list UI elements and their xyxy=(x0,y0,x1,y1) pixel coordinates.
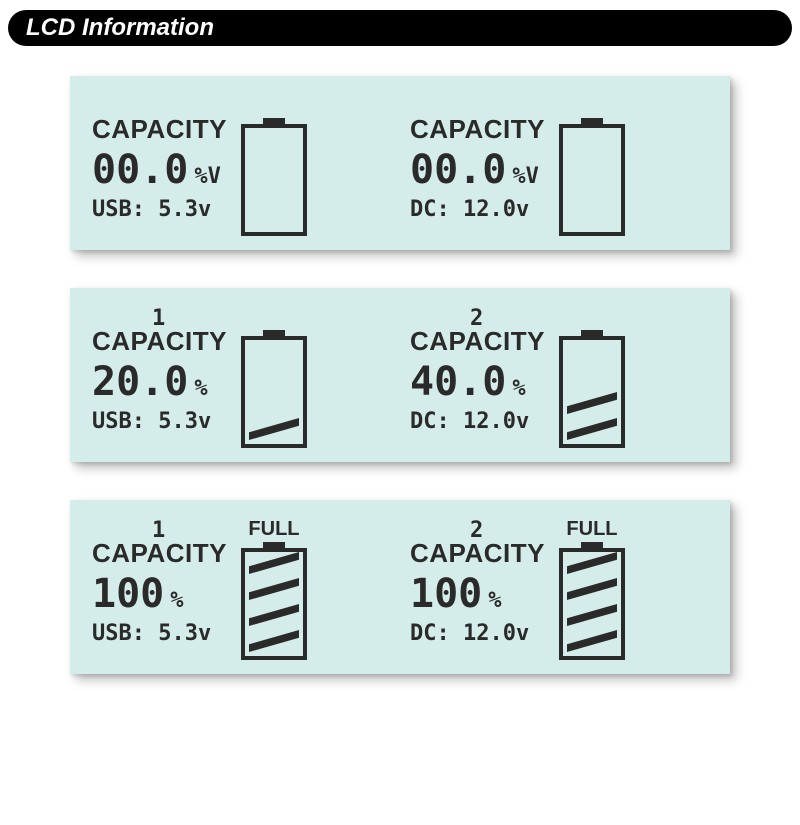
source-label: USB: xyxy=(92,409,145,434)
capacity-value: 100 xyxy=(410,571,482,617)
source-row: USB: 5.3v xyxy=(92,409,227,434)
capacity-label: CAPACITY xyxy=(92,326,227,357)
lcd-cell-right: 2 CAPACITY 40.0 % DC: 12.0v xyxy=(410,306,708,448)
capacity-unit: % xyxy=(194,376,207,401)
source-row: USB: 5.3v xyxy=(92,621,227,646)
lcd-panels-container: CAPACITY 00.0 %V USB: 5.3v CAPACITY 00.0… xyxy=(0,76,800,752)
capacity-label: CAPACITY xyxy=(410,538,545,569)
full-label: FULL xyxy=(248,518,299,540)
capacity-value-row: 100 % xyxy=(410,571,545,617)
lcd-cell-left: CAPACITY 00.0 %V USB: 5.3v xyxy=(92,94,390,236)
lcd-panel: 1 CAPACITY 100 % USB: 5.3v FULL 2 CAPACI… xyxy=(70,500,730,674)
section-title: LCD Information xyxy=(26,14,214,41)
full-label: FULL xyxy=(566,518,617,540)
lcd-panel: CAPACITY 00.0 %V USB: 5.3v CAPACITY 00.0… xyxy=(70,76,730,250)
cell-readout: 1 CAPACITY 20.0 % USB: 5.3v xyxy=(92,306,227,434)
battery-icon xyxy=(559,542,625,660)
capacity-value-row: 20.0 % xyxy=(92,359,227,405)
full-label xyxy=(589,94,595,116)
slot-number xyxy=(152,94,227,116)
battery-icon xyxy=(241,118,307,236)
lcd-cell-right: 2 CAPACITY 100 % DC: 12.0v FULL xyxy=(410,518,708,660)
capacity-value-row: 00.0 %V xyxy=(92,147,227,193)
capacity-label: CAPACITY xyxy=(410,326,545,357)
source-row: DC: 12.0v xyxy=(410,409,545,434)
capacity-label: CAPACITY xyxy=(92,538,227,569)
battery-icon-wrap xyxy=(559,306,625,448)
source-value: 5.3v xyxy=(158,409,211,434)
lcd-panel: 1 CAPACITY 20.0 % USB: 5.3v 2 CAPACITY 4… xyxy=(70,288,730,462)
capacity-unit: %V xyxy=(512,164,539,189)
full-label xyxy=(589,306,595,328)
slot-number: 1 xyxy=(152,306,227,328)
source-value: 12.0v xyxy=(463,409,529,434)
capacity-value: 40.0 xyxy=(410,359,506,405)
lcd-cell-left: 1 CAPACITY 100 % USB: 5.3v FULL xyxy=(92,518,390,660)
battery-icon-wrap xyxy=(241,306,307,448)
capacity-value: 00.0 xyxy=(410,147,506,193)
source-label: USB: xyxy=(92,621,145,646)
battery-icon-wrap: FULL xyxy=(559,518,625,660)
source-label: DC: xyxy=(410,409,450,434)
capacity-unit: % xyxy=(170,588,183,613)
source-row: DC: 12.0v xyxy=(410,197,545,222)
slot-number: 2 xyxy=(470,306,545,328)
source-label: USB: xyxy=(92,197,145,222)
slot-number: 2 xyxy=(470,518,545,540)
capacity-label: CAPACITY xyxy=(410,114,545,145)
cell-readout: 1 CAPACITY 100 % USB: 5.3v xyxy=(92,518,227,646)
cell-readout: CAPACITY 00.0 %V DC: 12.0v xyxy=(410,94,545,222)
battery-icon xyxy=(241,542,307,660)
source-value: 5.3v xyxy=(158,197,211,222)
source-value: 5.3v xyxy=(158,621,211,646)
battery-icon-wrap: FULL xyxy=(241,518,307,660)
cell-readout: CAPACITY 00.0 %V USB: 5.3v xyxy=(92,94,227,222)
section-header: LCD Information xyxy=(8,10,792,46)
slot-number: 1 xyxy=(152,518,227,540)
full-label xyxy=(271,306,277,328)
battery-icon xyxy=(241,330,307,448)
full-label xyxy=(271,94,277,116)
source-label: DC: xyxy=(410,197,450,222)
battery-icon-wrap xyxy=(559,94,625,236)
capacity-value-row: 100 % xyxy=(92,571,227,617)
capacity-value-row: 00.0 %V xyxy=(410,147,545,193)
capacity-value: 20.0 xyxy=(92,359,188,405)
cell-readout: 2 CAPACITY 100 % DC: 12.0v xyxy=(410,518,545,646)
capacity-label: CAPACITY xyxy=(92,114,227,145)
source-label: DC: xyxy=(410,621,450,646)
capacity-unit: %V xyxy=(194,164,221,189)
source-row: USB: 5.3v xyxy=(92,197,227,222)
slot-number xyxy=(470,94,545,116)
source-row: DC: 12.0v xyxy=(410,621,545,646)
capacity-value: 00.0 xyxy=(92,147,188,193)
battery-icon xyxy=(559,118,625,236)
battery-icon-wrap xyxy=(241,94,307,236)
capacity-unit: % xyxy=(512,376,525,401)
source-value: 12.0v xyxy=(463,197,529,222)
source-value: 12.0v xyxy=(463,621,529,646)
capacity-unit: % xyxy=(488,588,501,613)
capacity-value-row: 40.0 % xyxy=(410,359,545,405)
lcd-cell-left: 1 CAPACITY 20.0 % USB: 5.3v xyxy=(92,306,390,448)
capacity-value: 100 xyxy=(92,571,164,617)
battery-icon xyxy=(559,330,625,448)
lcd-cell-right: CAPACITY 00.0 %V DC: 12.0v xyxy=(410,94,708,236)
cell-readout: 2 CAPACITY 40.0 % DC: 12.0v xyxy=(410,306,545,434)
